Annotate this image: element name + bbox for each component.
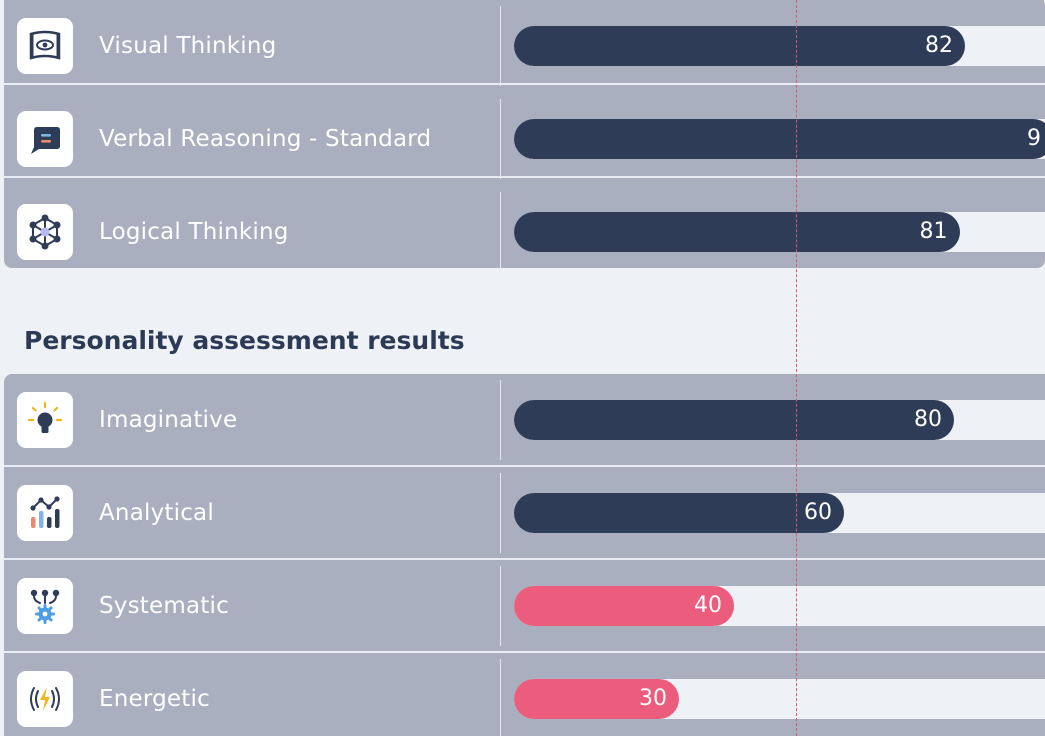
result-row-visual-thinking: Visual Thinking 82 xyxy=(4,0,1045,92)
score-track: 9 xyxy=(514,119,1045,159)
score-track: 80 xyxy=(514,400,1045,440)
row-divider xyxy=(4,558,1045,560)
score-value: 60 xyxy=(804,500,832,525)
row-divider xyxy=(4,176,1045,178)
column-divider xyxy=(500,566,501,646)
column-divider xyxy=(500,192,501,272)
score-bar: 60 xyxy=(514,493,844,533)
column-divider xyxy=(500,659,501,736)
row-divider xyxy=(4,83,1045,85)
result-row-energetic: Energetic 30 xyxy=(4,653,1045,736)
score-track: 81 xyxy=(514,212,1045,252)
score-bar: 81 xyxy=(514,212,960,252)
result-row-analytical: Analytical 60 xyxy=(4,467,1045,559)
score-value: 81 xyxy=(919,219,948,244)
cognitive-results-card: Visual Thinking 82 Verbal Reasoning - St… xyxy=(4,0,1045,272)
bar-chart-icon xyxy=(17,485,73,541)
eye-screen-icon xyxy=(17,18,73,74)
column-divider xyxy=(500,99,501,179)
score-bar: 9 xyxy=(514,119,1045,159)
row-label: Verbal Reasoning - Standard xyxy=(99,126,432,152)
score-value: 30 xyxy=(639,686,667,711)
row-label: Imaginative xyxy=(99,407,238,433)
result-row-logical-thinking: Logical Thinking 81 xyxy=(4,186,1045,278)
column-divider xyxy=(500,6,501,86)
score-bar: 80 xyxy=(514,400,954,440)
score-value: 9 xyxy=(1027,126,1041,151)
lightbulb-icon xyxy=(17,392,73,448)
row-label: Systematic xyxy=(99,593,229,619)
score-value: 40 xyxy=(694,593,722,618)
score-bar: 40 xyxy=(514,586,734,626)
gear-flow-icon xyxy=(17,578,73,634)
result-row-verbal-reasoning: Verbal Reasoning - Standard 9 xyxy=(4,93,1045,185)
row-label: Energetic xyxy=(99,686,210,712)
score-track: 60 xyxy=(514,493,1045,533)
benchmark-line xyxy=(796,0,797,736)
row-divider xyxy=(4,651,1045,653)
column-divider xyxy=(500,473,501,553)
result-row-imaginative: Imaginative 80 xyxy=(4,374,1045,466)
result-row-systematic: Systematic 40 xyxy=(4,560,1045,652)
score-track: 30 xyxy=(514,679,1045,719)
row-label: Visual Thinking xyxy=(99,33,277,59)
lightning-icon xyxy=(17,671,73,727)
score-value: 80 xyxy=(914,407,942,432)
score-bar: 82 xyxy=(514,26,965,66)
score-bar: 30 xyxy=(514,679,679,719)
score-value: 82 xyxy=(925,33,953,58)
row-label: Logical Thinking xyxy=(99,219,289,245)
personality-results-card: Imaginative 80 xyxy=(4,374,1045,736)
personality-section-title: Personality assessment results xyxy=(24,326,465,355)
row-label: Analytical xyxy=(99,500,214,526)
row-divider xyxy=(4,465,1045,467)
network-nodes-icon xyxy=(17,204,73,260)
score-track: 40 xyxy=(514,586,1045,626)
score-track: 82 xyxy=(514,26,1045,66)
chat-bubble-icon xyxy=(17,111,73,167)
column-divider xyxy=(500,380,501,460)
